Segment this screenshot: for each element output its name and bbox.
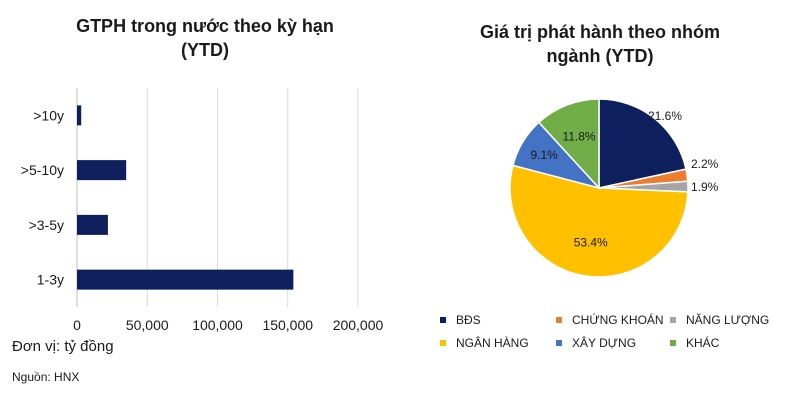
legend-swatch (556, 317, 562, 323)
legend-label: BĐS (456, 313, 481, 327)
legend-item: XÂY DỰNG (556, 336, 636, 350)
x-tick-label: 200,000 (333, 317, 384, 333)
legend-swatch (440, 340, 446, 346)
legend-swatch (670, 317, 676, 323)
legend-item: NGÂN HÀNG (440, 336, 529, 350)
x-tick-label: 0 (73, 317, 81, 333)
pie-data-label: 11.8% (562, 130, 595, 144)
source-note: Nguồn: HNX (12, 370, 80, 384)
category-label: >3-5y (29, 217, 64, 233)
bar (77, 160, 127, 181)
legend-label: KHÁC (686, 336, 720, 350)
x-tick-label: 150,000 (262, 317, 313, 333)
bar-chart-title-line-2: (YTD) (181, 40, 229, 60)
pie-data-label: 2.2% (691, 157, 719, 171)
legend-item: NĂNG LƯỢNG (670, 313, 769, 327)
pie-data-label: 21.6% (648, 109, 682, 123)
pie-data-label: 53.4% (574, 236, 608, 250)
legend-item: CHỨNG KHOÁN (556, 313, 664, 327)
pie-slice (537, 98, 600, 190)
x-tick-label: 50,000 (126, 317, 169, 333)
legend-swatch (556, 340, 562, 346)
bar (77, 269, 294, 290)
legend-label: NGÂN HÀNG (456, 336, 529, 350)
legend-swatch (440, 317, 446, 323)
unit-note: Đơn vị: tỷ đồng (12, 338, 114, 355)
pie-chart-title: Giá trị phát hành theo nhóm ngành (YTD) (440, 20, 760, 68)
legend-item: KHÁC (670, 336, 719, 350)
legend-label: NĂNG LƯỢNG (686, 313, 770, 327)
legend-label: CHỨNG KHOÁN (572, 313, 664, 327)
legend-item: BĐS (440, 313, 481, 327)
pie-slice (598, 98, 687, 189)
bar (77, 105, 82, 126)
legend-swatch (670, 340, 676, 346)
category-label: 1-3y (37, 272, 64, 288)
bar (77, 214, 108, 235)
pie-data-label: 1.9% (691, 180, 719, 194)
bar-chart-title: GTPH trong nước theo kỳ hạn (YTD) (40, 14, 370, 62)
pie-chart-title-line-2: ngành (YTD) (546, 46, 654, 66)
pie-chart-title-line-1: Giá trị phát hành theo nhóm (480, 22, 720, 42)
pie-data-label: 9.1% (530, 148, 558, 162)
bar-chart-title-line-1: GTPH trong nước theo kỳ hạn (76, 16, 334, 36)
x-tick-label: 100,000 (192, 317, 243, 333)
category-label: >10y (33, 107, 64, 123)
legend-label: XÂY DỰNG (572, 336, 637, 350)
pie-slice (509, 164, 689, 278)
category-label: >5-10y (21, 162, 64, 178)
